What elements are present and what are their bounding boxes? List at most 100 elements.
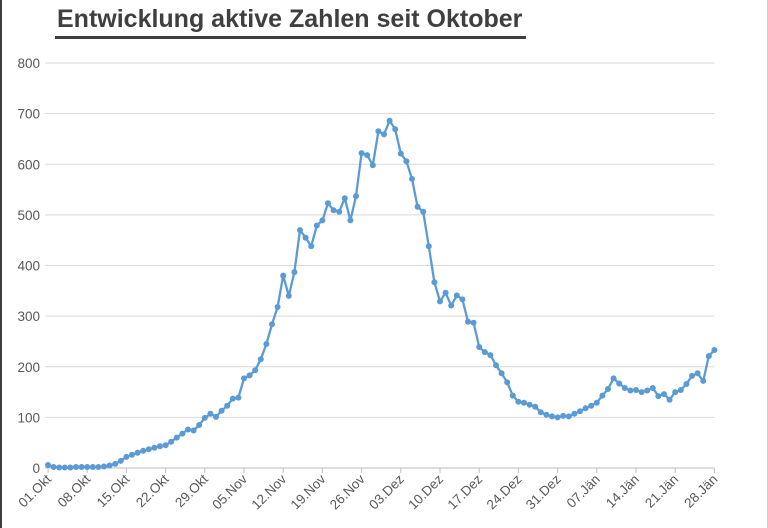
data-point-marker [235,394,242,401]
data-point-marker [179,430,186,437]
y-tick-label-700: 700 [17,107,40,122]
x-tick-label-29.Okt: 29.Okt [172,471,211,510]
data-point-marker [459,296,466,303]
data-point-marker [168,438,175,445]
data-point-marker [560,412,567,419]
x-tick-label-03.Dez: 03.Dez [366,471,407,512]
data-point-marker [375,128,382,135]
x-axis: 01.Okt 08.Okt 15.Okt 22.Okt 29.Okt05.Nov12.N… [15,467,721,512]
x-tick-label-31.Dez: 31.Dez [523,471,564,512]
data-point-marker [190,427,197,434]
data-point-marker [565,413,572,420]
x-tick-label-12.Nov: 12.Nov [248,471,289,512]
data-point-marker [493,362,499,369]
data-point-marker [661,391,667,398]
data-point-marker [308,243,315,250]
data-point-marker [543,411,550,418]
data-point-marker [549,413,555,420]
data-point-marker [201,414,208,421]
data-point-marker [297,227,303,234]
x-tick-label-19.Nov: 19.Nov [288,471,329,512]
x-tick-label-14.Jän: 14.Jän [603,472,642,511]
data-point-marker [274,304,281,310]
data-point-marker [325,200,331,207]
data-point-marker [481,349,488,356]
data-point-marker [341,195,348,202]
data-point-marker [145,446,152,453]
data-point-marker [633,387,639,393]
data-point-marker [224,402,231,409]
chart-title: Entwicklung aktive Zahlen seit Oktober [55,5,527,39]
data-point-marker [644,387,651,394]
data-point-marker [45,462,51,468]
data-point-marker [593,399,600,406]
data-point-marker [263,341,270,347]
data-point-marker [582,405,589,412]
data-point-marker [246,372,253,379]
data-point-marker [106,462,113,469]
data-point-marker [381,131,387,138]
x-tick-label-15.Okt: 15.Okt [94,471,133,510]
data-point-marker [689,372,695,379]
data-point-marker [409,175,415,182]
data-point-marker [78,464,85,470]
data-point-marker [465,318,471,325]
series-aktive-zahlen [45,117,718,471]
data-point-marker [101,463,107,470]
data-point-marker [705,353,712,360]
data-point-marker [364,152,371,159]
x-tick-label-10.Dez: 10.Dez [405,471,446,512]
data-point-marker [577,408,583,415]
data-point-marker [56,464,63,471]
data-point-marker [336,208,343,215]
data-point-marker [672,389,679,396]
y-tick-label-400: 400 [17,259,40,274]
data-point-marker [302,234,309,241]
data-point-marker [112,460,119,467]
data-point-marker [610,375,617,382]
x-tick-label-26.Nov: 26.Nov [327,471,368,512]
data-point-marker [330,207,337,214]
y-tick-label-800: 800 [17,56,40,71]
y-tick-label-500: 500 [17,208,40,223]
data-point-marker [700,377,707,384]
data-point-marker [173,434,180,441]
data-point-marker [683,381,690,387]
data-point-marker [649,385,656,391]
y-tick-label-0: 0 [32,461,40,476]
data-point-marker [504,379,511,386]
data-point-marker [537,409,544,416]
data-point-marker [711,347,718,353]
data-point-marker [470,319,477,326]
data-point-marker [291,269,298,276]
data-point-marker [285,292,292,299]
data-point-marker [498,370,505,377]
data-point-marker [532,403,539,410]
series-line [46,119,716,469]
data-point-marker [487,352,494,359]
data-point-marker [621,385,628,391]
data-point-marker [89,464,96,470]
data-point-marker [134,449,141,456]
y-axis-labels: 0 100 200 300 400 500 600 700 800 [17,56,40,476]
y-tick-label-100: 100 [17,410,40,425]
data-point-marker [140,447,147,454]
x-tick-label-22.Okt: 22.Okt [133,471,172,510]
data-point-marker [403,158,410,165]
data-point-marker [196,422,203,428]
data-point-marker [571,410,578,417]
data-point-marker [554,414,561,421]
data-point-marker [605,386,611,392]
data-point-marker [50,464,57,470]
data-point-marker [425,243,432,250]
data-point-marker [509,392,516,399]
data-point-marker [185,426,191,433]
data-point-marker [358,150,365,157]
data-point-marker [599,392,606,399]
data-point-marker [453,292,460,299]
data-point-marker [157,443,163,450]
data-point-marker [123,453,130,460]
data-point-marker [448,302,455,309]
data-point-marker [280,272,287,279]
